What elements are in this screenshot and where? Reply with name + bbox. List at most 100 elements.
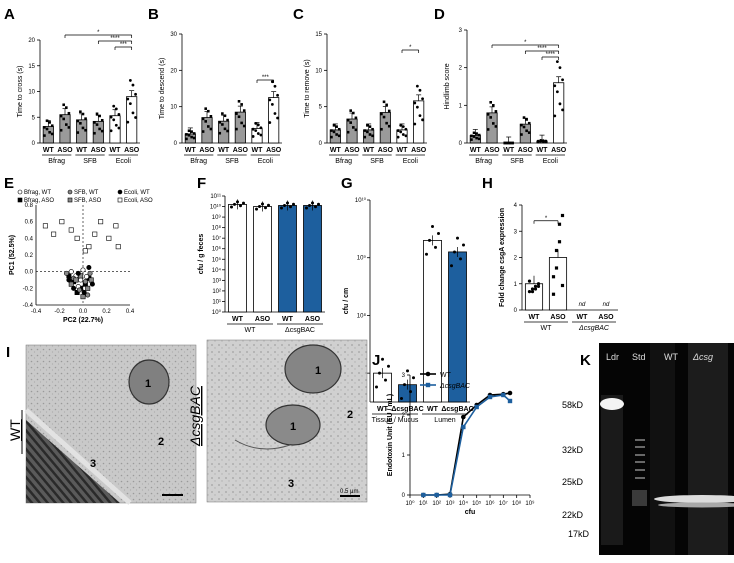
data-point — [93, 131, 96, 135]
x-tick-label: 0.2 — [102, 309, 111, 315]
group-label: WT — [541, 325, 553, 332]
data-point — [109, 115, 113, 119]
data-point — [273, 84, 277, 88]
panel-label-j: J — [372, 352, 380, 369]
data-point — [233, 202, 236, 206]
series-point — [421, 492, 426, 498]
series-point — [507, 390, 513, 396]
data-point — [475, 132, 478, 135]
data-point — [43, 126, 46, 129]
y-axis-label: cfu / g feces — [198, 234, 205, 275]
data-point — [385, 103, 388, 107]
group-label: ΔcsgBAC — [578, 325, 610, 332]
data-point — [421, 118, 424, 122]
data-point — [413, 122, 417, 126]
data-point — [558, 66, 562, 70]
legend-label: Ecoli, ASO — [124, 198, 153, 204]
category-label: ASO — [344, 147, 360, 154]
data-point — [276, 116, 279, 120]
y-tick-label: 0 — [402, 493, 406, 499]
data-point — [544, 139, 548, 143]
data-point — [117, 126, 121, 130]
data-point — [48, 121, 51, 124]
y-axis-label: Time to remove (s) — [304, 59, 311, 117]
data-point — [204, 120, 207, 123]
panel-label-d: D — [434, 6, 445, 23]
x-tick-label: -0.2 — [54, 309, 65, 315]
category-label: ASO — [598, 314, 614, 321]
data-point — [335, 133, 338, 136]
data-point — [109, 129, 113, 133]
y-axis-label: Hindlimb score — [444, 63, 451, 109]
data-point — [226, 118, 229, 122]
sig-d-2-label: **** — [537, 46, 547, 52]
data-point — [527, 121, 531, 125]
data-point — [242, 201, 245, 205]
data-point — [190, 135, 193, 139]
gel-marker-25kd: 25kD — [562, 477, 584, 487]
bar-3 — [423, 239, 442, 403]
data-point — [363, 129, 367, 132]
data-point — [553, 84, 557, 88]
data-point — [401, 133, 405, 136]
data-point — [381, 357, 384, 361]
y-tick-label: 0.2 — [25, 253, 34, 259]
legend-marker — [17, 189, 23, 195]
group-label: Lumen — [434, 417, 456, 424]
series-point — [507, 398, 513, 404]
data-point — [403, 383, 406, 387]
legend-marker — [67, 197, 73, 203]
category-label: WT — [363, 147, 375, 154]
group-label: WT — [245, 327, 257, 334]
series-point — [461, 414, 466, 420]
data-point — [337, 127, 341, 131]
scatter-point — [80, 294, 86, 300]
data-point — [308, 203, 311, 207]
x-tick-label: 10⁵ — [472, 500, 482, 507]
data-point — [256, 132, 260, 135]
category-label: ASO — [266, 147, 282, 154]
y-tick-label: 0.6 — [25, 220, 34, 226]
data-point — [223, 127, 227, 131]
data-point — [317, 202, 320, 206]
y-tick-label: 10⁷ — [212, 235, 221, 242]
category-label: ASO — [124, 147, 140, 154]
data-point — [450, 264, 453, 268]
sig-a-2-label: **** — [110, 36, 120, 42]
gel-marker-58kd: 58kD — [562, 400, 584, 410]
series-point — [487, 394, 493, 400]
category-label: WT — [185, 147, 197, 154]
data-point — [235, 127, 238, 131]
data-point — [555, 90, 559, 94]
y-tick-label: 10¹¹ — [210, 194, 221, 200]
data-point — [536, 139, 540, 143]
data-point — [235, 112, 238, 115]
data-point — [230, 205, 233, 209]
data-point — [406, 369, 409, 373]
group-label: Bfrag — [475, 158, 492, 165]
data-point — [84, 128, 87, 132]
data-point — [98, 114, 101, 118]
data-point — [192, 132, 196, 135]
data-point — [207, 125, 210, 128]
data-point — [190, 130, 193, 133]
data-point — [525, 118, 528, 121]
y-tick-label: 0 — [32, 141, 36, 147]
y-tick-label: 20 — [170, 68, 177, 74]
data-point — [511, 141, 514, 145]
data-point — [43, 134, 46, 137]
data-point — [492, 122, 495, 125]
x-tick-label: 10⁷ — [499, 500, 508, 507]
y-tick-label: 0 — [459, 141, 463, 147]
y-tick-label: 1 — [514, 282, 518, 288]
data-point — [425, 252, 428, 256]
legend-label: WT — [440, 372, 452, 379]
x-tick-label: 10⁹ — [525, 500, 535, 507]
category-label: WT — [252, 147, 264, 154]
data-point — [95, 123, 99, 126]
y-axis-label: PC1 (52.5%) — [9, 235, 16, 275]
gel-lane-std: Std — [632, 352, 646, 362]
data-point — [453, 250, 456, 254]
em-marker-1a-csgbac: 1 — [315, 365, 321, 377]
